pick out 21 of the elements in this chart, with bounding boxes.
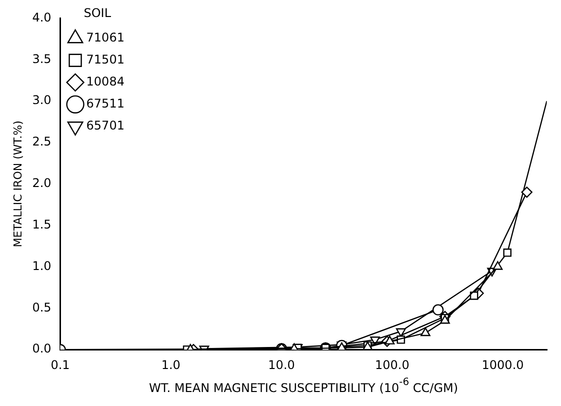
x-tick-label: 100.0	[374, 358, 410, 372]
y-tick-label: 0.5	[32, 300, 52, 314]
y-tick-label: 3.0	[32, 93, 52, 108]
legend-label: 71061	[86, 30, 124, 45]
y-tick-label: 3.5	[32, 52, 52, 66]
legend-label: 71501	[86, 52, 124, 67]
x-tick-label: 1000.0	[482, 358, 524, 372]
y-tick-label: 2.0	[32, 176, 52, 190]
x-tick-label: 1.0	[161, 358, 180, 372]
y-tick-label: 0.0	[32, 342, 52, 356]
legend-title: SOIL	[84, 6, 112, 20]
y-tick-label: 1.5	[32, 217, 52, 232]
legend-label: 67511	[86, 96, 124, 111]
y-tick-label: 4.0	[32, 10, 52, 24]
x-tick-label: 0.1	[50, 358, 70, 372]
y-axis-title: METALLIC IRON (WT.%)	[11, 120, 24, 248]
x-tick-label: 10.0	[268, 358, 295, 372]
y-tick-label: 1.0	[32, 258, 52, 273]
legend-label: 65701	[86, 118, 124, 133]
legend-label: 10084	[86, 74, 124, 89]
y-tick-label: 2.5	[32, 134, 52, 149]
